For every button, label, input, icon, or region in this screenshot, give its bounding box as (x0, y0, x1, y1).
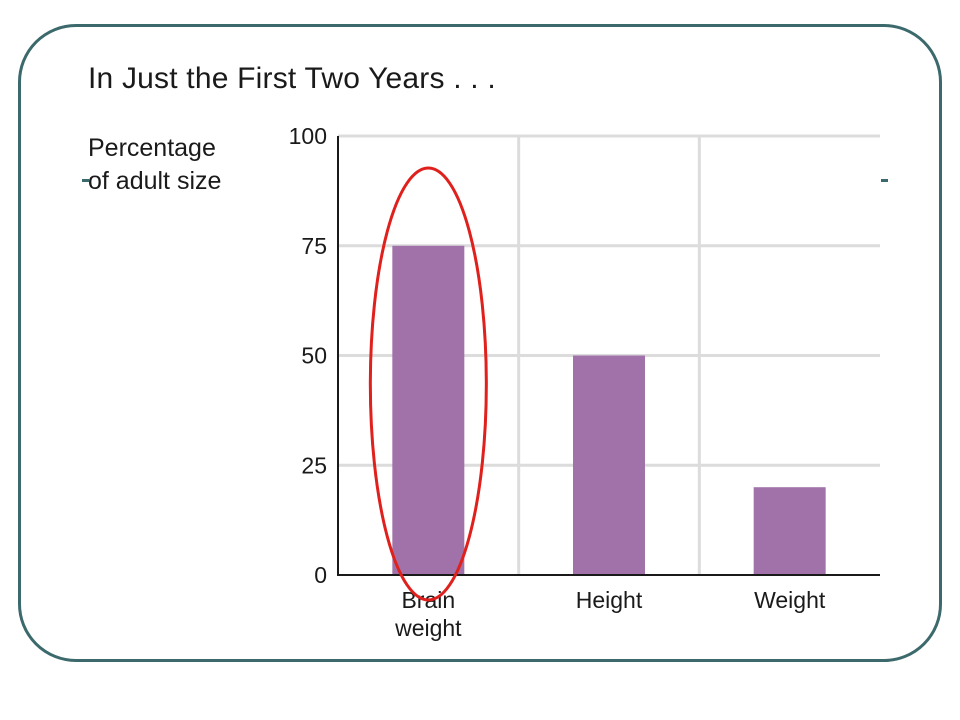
x-tick-label-1: Height (576, 587, 643, 613)
y-tick-label-1: 25 (301, 452, 327, 478)
y-axis-label-line-1: Percentage (88, 134, 216, 162)
y-axis-label-line-2: of adult size (88, 167, 222, 195)
y-tick-label-2: 50 (301, 343, 327, 369)
slide-title: In Just the First Two Years . . . (88, 62, 496, 95)
bar-0 (392, 245, 465, 575)
chart-y-axis-label: Percentage of adult size (88, 132, 221, 198)
slide-frame (18, 24, 942, 662)
bar-2 (753, 487, 826, 575)
highlight-ellipse (368, 166, 488, 602)
y-tick-label-3: 75 (301, 233, 327, 259)
y-tick-label-0: 0 (314, 562, 327, 588)
left-accent-mark (82, 179, 89, 182)
x-tick-label-2: Weight (754, 587, 826, 613)
bar-1 (573, 355, 645, 575)
x-tick-label-0-line-2: weight (394, 615, 462, 641)
right-accent-mark (881, 179, 888, 182)
y-tick-label-4: 100 (289, 123, 327, 149)
